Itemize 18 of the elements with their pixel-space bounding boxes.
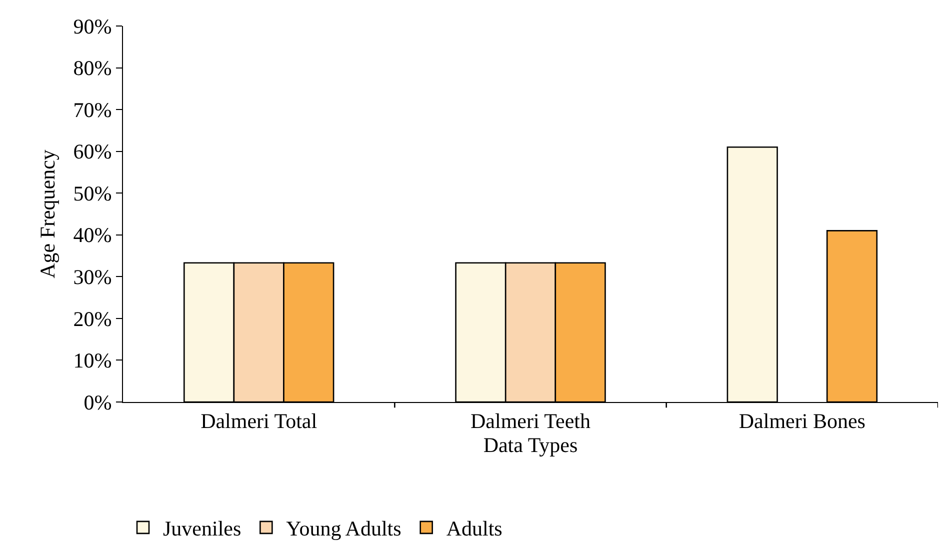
x-axis-title: Data Types <box>483 433 578 458</box>
x-tick-label: Dalmeri Teeth <box>470 409 592 434</box>
x-tick-label: Dalmeri Total <box>200 409 318 434</box>
y-tick-label: 90% <box>73 14 112 38</box>
y-tick-label: 50% <box>73 181 112 206</box>
y-tick-label: 40% <box>73 223 112 248</box>
y-tick-label: 0% <box>84 390 112 414</box>
legend-label: Juveniles <box>163 516 242 541</box>
y-axis-title: Age Frequency <box>35 149 60 278</box>
legend-label: Adults <box>446 516 502 541</box>
y-tick-label: 10% <box>73 348 112 373</box>
legend-label: Young Adults <box>286 516 402 541</box>
y-tick-label: 60% <box>73 140 112 164</box>
y-tick-label: 80% <box>73 56 112 80</box>
x-tick-label: Dalmeri Bones <box>738 409 866 434</box>
y-tick-label: 30% <box>73 265 112 290</box>
y-tick-label: 20% <box>73 306 112 331</box>
y-tick-label: 70% <box>73 98 112 122</box>
